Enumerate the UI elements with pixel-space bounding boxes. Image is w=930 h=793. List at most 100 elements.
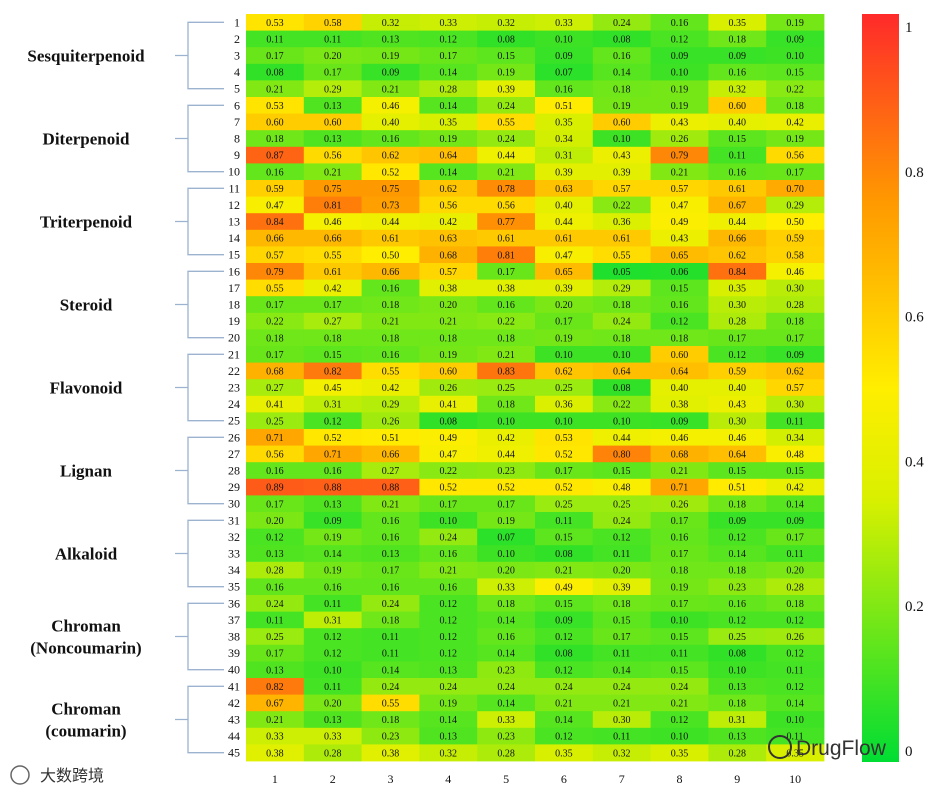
cell-value-label: 0.24 [671, 682, 689, 693]
cell-value-label: 0.18 [613, 333, 631, 344]
cell-value-label: 0.17 [382, 566, 400, 577]
heatmap-cell [535, 146, 594, 164]
cell-value-label: 0.18 [729, 699, 747, 710]
row-label: 38 [228, 630, 240, 644]
group-label: (Noncoumarin) [30, 639, 141, 658]
row-label: 23 [228, 381, 240, 395]
heatmap-cell [708, 296, 767, 314]
cell-value-label: 0.32 [729, 84, 747, 95]
heatmap-cell [246, 578, 305, 596]
cell-value-label: 0.12 [324, 649, 342, 660]
heatmap-cell [592, 246, 651, 264]
cell-value-label: 0.28 [440, 84, 458, 95]
cell-value-label: 0.16 [613, 51, 631, 62]
heatmap-cell [303, 528, 362, 546]
heatmap-cell [708, 80, 767, 98]
cell-value-label: 0.09 [382, 68, 400, 79]
cell-value-label: 0.70 [786, 184, 804, 195]
cell-value-label: 0.56 [266, 450, 284, 461]
cell-value-label: 0.35 [555, 118, 573, 129]
heatmap-cell [419, 545, 478, 563]
row-label: 41 [228, 679, 240, 693]
cell-value-label: 0.44 [613, 433, 631, 444]
cell-value-label: 0.19 [671, 84, 689, 95]
heatmap-cell [766, 644, 825, 662]
heatmap-cell [477, 213, 536, 231]
cell-value-label: 0.12 [729, 616, 747, 627]
heatmap-cell [592, 362, 651, 380]
heatmap-cell [592, 296, 651, 314]
cell-value-label: 0.55 [382, 699, 400, 710]
row-label: 22 [228, 364, 240, 378]
heatmap-cell [592, 628, 651, 646]
cell-value-label: 0.89 [266, 483, 284, 494]
cell-value-label: 0.50 [786, 217, 804, 228]
cell-value-label: 0.14 [613, 68, 631, 79]
cell-value-label: 0.16 [671, 533, 689, 544]
heatmap-cell [592, 611, 651, 629]
heatmap-cell [246, 30, 305, 48]
heatmap-cell [535, 229, 594, 247]
heatmap-cell [246, 644, 305, 662]
heatmap-cell [535, 213, 594, 231]
group-bracket [175, 519, 224, 588]
cell-value-label: 0.24 [440, 533, 458, 544]
cell-value-label: 0.20 [555, 300, 573, 311]
heatmap-cell [535, 97, 594, 114]
heatmap-cell [419, 578, 478, 596]
heatmap-cell [535, 196, 594, 214]
heatmap-cell [592, 429, 651, 446]
heatmap-cell [303, 362, 362, 380]
cell-value-label: 0.08 [440, 416, 458, 427]
cell-value-label: 0.56 [324, 151, 342, 162]
cell-value-label: 0.08 [266, 68, 284, 79]
group-bracket [175, 353, 224, 422]
cell-value-label: 0.39 [555, 167, 573, 178]
heatmap-cell [650, 279, 709, 297]
cell-value-label: 0.66 [729, 234, 747, 245]
cell-value-label: 0.22 [613, 201, 631, 212]
watermark-right: DrugFlow [768, 735, 887, 760]
heatmap-cell [535, 478, 594, 496]
cell-value-label: 0.61 [613, 234, 631, 245]
cell-value-label: 0.19 [786, 18, 804, 29]
heatmap-cell [477, 561, 536, 579]
cell-value-label: 0.64 [440, 151, 458, 162]
cell-value-label: 0.57 [440, 267, 458, 278]
cell-value-label: 0.43 [729, 400, 747, 411]
heatmap-cell [708, 462, 767, 480]
cell-value-label: 0.10 [786, 715, 804, 726]
cell-value-label: 0.15 [497, 51, 515, 62]
watermarks: 大数跨境 DrugFlow [10, 735, 887, 785]
heatmap-cell [246, 478, 305, 496]
cell-value-label: 0.62 [440, 184, 458, 195]
cell-value-label: 0.32 [613, 748, 631, 759]
heatmap-cell [303, 545, 362, 563]
heatmap-cell [246, 246, 305, 264]
heatmap-cell [303, 180, 362, 197]
heatmap-cell [361, 561, 420, 579]
cell-value-label: 0.49 [555, 582, 573, 593]
heatmap-cell [766, 495, 825, 513]
row-label: 24 [228, 397, 240, 411]
cell-value-label: 0.16 [497, 300, 515, 311]
cell-value-label: 0.16 [497, 632, 515, 643]
cell-value-label: 0.30 [613, 715, 631, 726]
heatmap-cell [361, 495, 420, 513]
heatmap-cell [650, 229, 709, 247]
heatmap-cell [708, 163, 767, 181]
heatmap-cell [650, 346, 709, 363]
heatmap-cell [708, 146, 767, 164]
cell-value-label: 0.21 [555, 566, 573, 577]
heatmap-cell [708, 213, 767, 231]
cell-value-label: 0.71 [671, 483, 689, 494]
cell-value-label: 0.63 [555, 184, 573, 195]
cell-value-label: 0.26 [440, 383, 458, 394]
heatmap-cell [361, 229, 420, 247]
row-label: 43 [228, 713, 240, 727]
heatmap-cell [361, 694, 420, 712]
heatmap-cell [303, 130, 362, 148]
cell-value-label: 0.14 [555, 715, 573, 726]
cell-value-label: 0.82 [266, 682, 284, 693]
heatmap-cell [361, 478, 420, 496]
